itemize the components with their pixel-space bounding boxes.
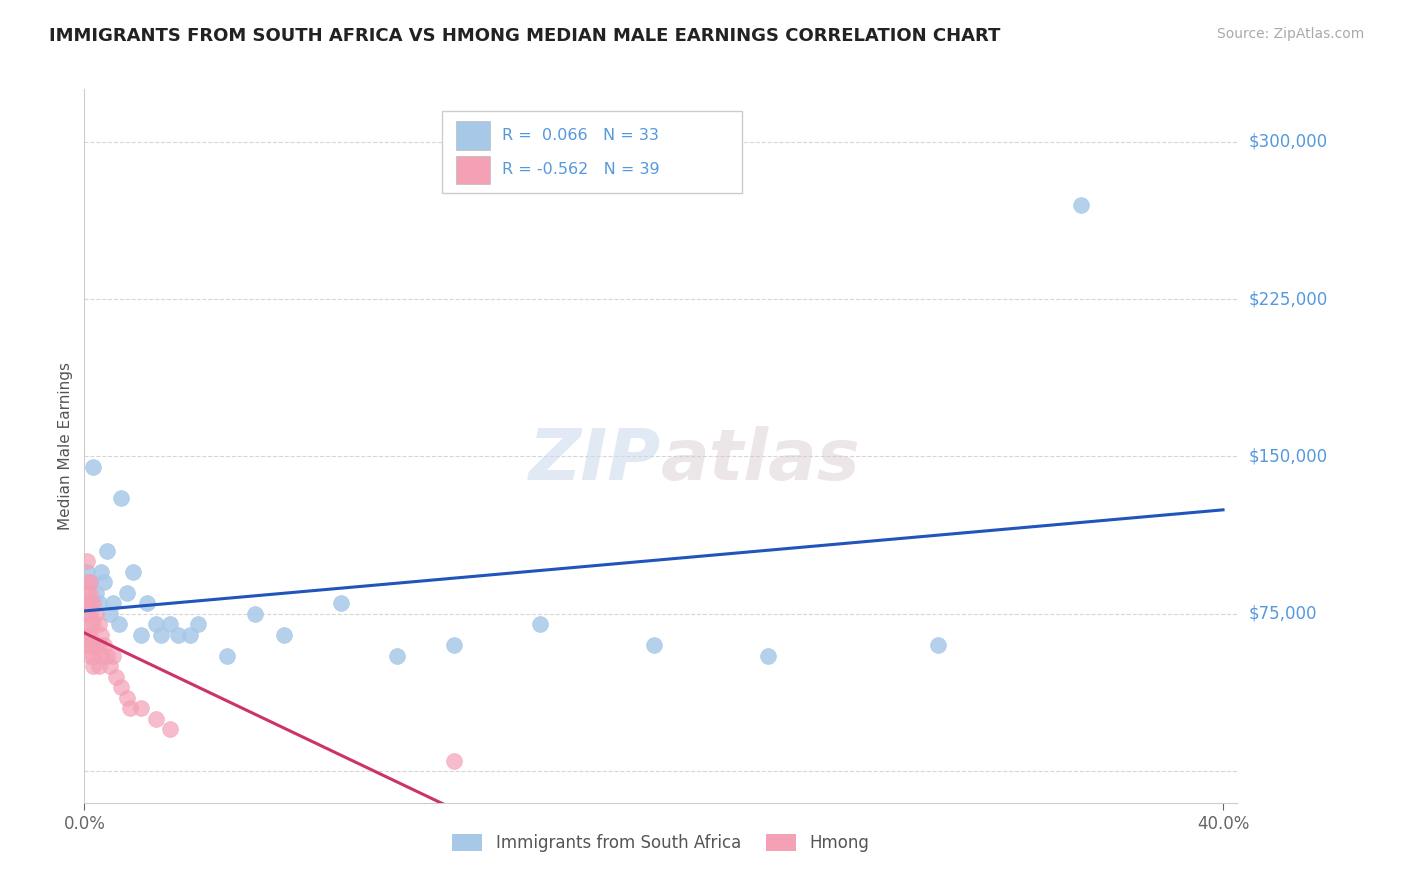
Point <box>87 639 110 653</box>
Point <box>84 607 107 621</box>
Point <box>145 617 167 632</box>
Point <box>79 596 101 610</box>
Point <box>82 617 104 632</box>
Point <box>121 565 143 579</box>
Point <box>98 607 121 621</box>
Point <box>90 628 112 642</box>
Point <box>101 648 124 663</box>
Point <box>79 607 101 621</box>
Point <box>82 639 104 653</box>
Point <box>82 460 104 475</box>
Point <box>93 639 115 653</box>
Text: $225,000: $225,000 <box>1249 290 1327 308</box>
Text: $300,000: $300,000 <box>1249 133 1327 151</box>
Point <box>76 607 98 621</box>
Text: IMMIGRANTS FROM SOUTH AFRICA VS HMONG MEDIAN MALE EARNINGS CORRELATION CHART: IMMIGRANTS FROM SOUTH AFRICA VS HMONG ME… <box>49 27 1001 45</box>
Point <box>101 596 124 610</box>
Point <box>529 617 551 632</box>
Point <box>76 639 98 653</box>
Point <box>87 596 110 610</box>
Point <box>329 596 352 610</box>
FancyBboxPatch shape <box>456 121 491 150</box>
Point <box>443 639 465 653</box>
Y-axis label: Median Male Earnings: Median Male Earnings <box>58 362 73 530</box>
Point <box>82 648 104 663</box>
Point <box>927 639 949 653</box>
Point <box>387 648 409 663</box>
Point <box>159 617 181 632</box>
Text: $150,000: $150,000 <box>1249 448 1327 466</box>
Point <box>79 639 101 653</box>
Point <box>215 648 238 663</box>
Point <box>104 670 127 684</box>
Point <box>243 607 266 621</box>
Text: $75,000: $75,000 <box>1249 605 1317 623</box>
Point <box>187 617 209 632</box>
Point <box>96 648 118 663</box>
Point <box>76 575 98 590</box>
Point <box>79 628 101 642</box>
FancyBboxPatch shape <box>456 155 491 184</box>
Text: R = -0.562   N = 39: R = -0.562 N = 39 <box>502 162 659 178</box>
Point <box>179 628 201 642</box>
Point <box>76 565 98 579</box>
Point <box>150 628 173 642</box>
Point <box>443 754 465 768</box>
Point <box>87 617 110 632</box>
Point <box>167 628 190 642</box>
Point <box>115 690 138 705</box>
Point <box>107 617 129 632</box>
Text: R =  0.066   N = 33: R = 0.066 N = 33 <box>502 128 658 143</box>
Text: ZIP: ZIP <box>529 425 661 495</box>
Point <box>110 681 132 695</box>
Point <box>98 659 121 673</box>
Point <box>79 575 101 590</box>
Point <box>82 659 104 673</box>
Point <box>159 723 181 737</box>
Point <box>79 575 101 590</box>
Point <box>129 701 152 715</box>
Point <box>87 659 110 673</box>
Point <box>90 648 112 663</box>
Point <box>76 628 98 642</box>
Point <box>1070 197 1092 211</box>
Point <box>84 586 107 600</box>
Point <box>129 628 152 642</box>
Point <box>273 628 295 642</box>
Point <box>96 544 118 558</box>
Point <box>145 712 167 726</box>
Point <box>643 639 665 653</box>
Point <box>756 648 779 663</box>
Point <box>93 575 115 590</box>
Point <box>90 565 112 579</box>
Point <box>76 554 98 568</box>
Point <box>136 596 159 610</box>
Point <box>76 586 98 600</box>
Point <box>84 639 107 653</box>
Point <box>115 586 138 600</box>
Text: atlas: atlas <box>661 425 860 495</box>
Legend: Immigrants from South Africa, Hmong: Immigrants from South Africa, Hmong <box>446 827 876 859</box>
Point <box>79 617 101 632</box>
Text: Source: ZipAtlas.com: Source: ZipAtlas.com <box>1216 27 1364 41</box>
Point <box>82 596 104 610</box>
Point <box>118 701 141 715</box>
Point <box>79 586 101 600</box>
Point <box>110 491 132 506</box>
Point <box>76 596 98 610</box>
FancyBboxPatch shape <box>441 111 741 193</box>
Point <box>79 648 101 663</box>
